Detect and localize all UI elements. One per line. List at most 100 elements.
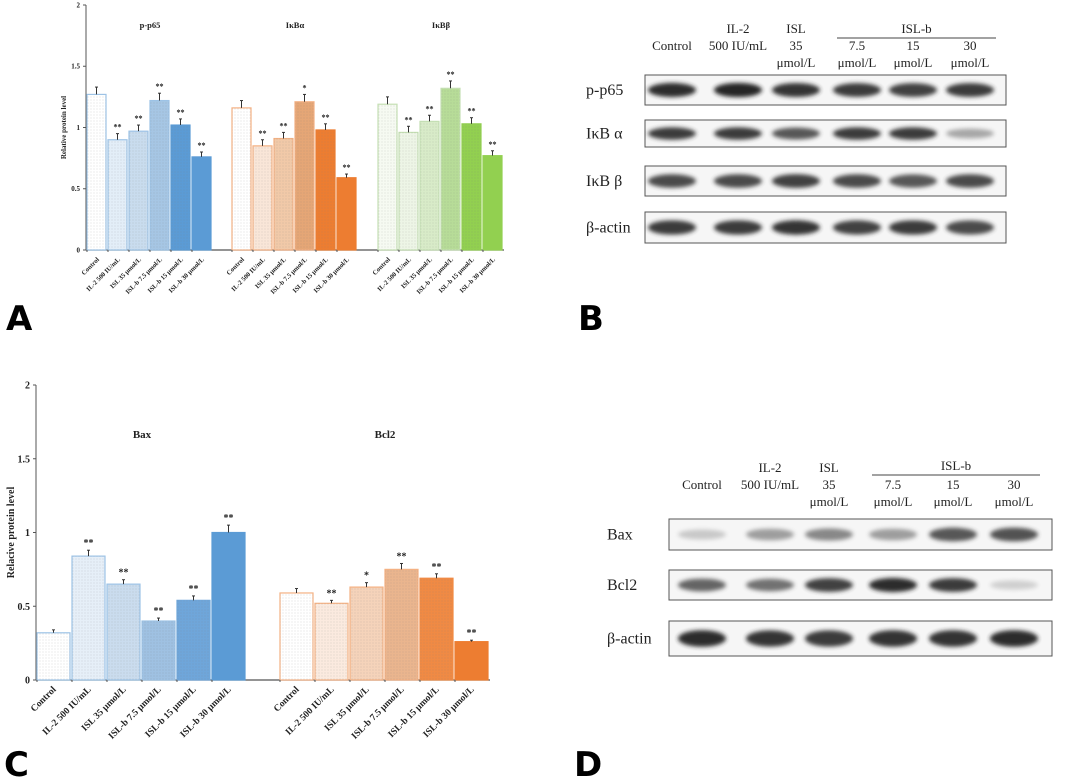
bar-texture xyxy=(378,104,397,250)
protein-band xyxy=(990,630,1038,647)
group-label: ISL-b xyxy=(901,21,931,36)
protein-band xyxy=(805,578,853,592)
blot-row-label: β-actin xyxy=(607,631,652,648)
y-tick-label: 2 xyxy=(77,1,81,9)
bar-texture xyxy=(232,107,251,251)
protein-band xyxy=(648,174,696,188)
chart-c: 0 0.5 1 1.5 2 Relacive protein level Bax Contro… xyxy=(6,381,490,742)
blot-membrane xyxy=(668,518,1053,551)
blot-membrane xyxy=(644,165,1007,197)
significance-label: ** xyxy=(432,562,442,573)
significance-label: ** xyxy=(405,115,413,124)
protein-band xyxy=(746,578,794,592)
protein-band xyxy=(772,127,820,140)
protein-band xyxy=(869,630,917,647)
blot-membrane xyxy=(644,74,1007,106)
y-tick-label: 1 xyxy=(25,528,30,539)
lane-header: Control xyxy=(682,477,722,492)
significance-label: ** xyxy=(224,513,234,524)
blot-membrane xyxy=(668,569,1053,601)
protein-band xyxy=(648,82,696,98)
significance-label: ** xyxy=(259,129,267,138)
significance-label: ** xyxy=(447,70,455,79)
protein-band xyxy=(833,174,881,188)
panel-label-c: C xyxy=(4,745,29,780)
lane-header: 35 xyxy=(823,477,836,492)
protein-band xyxy=(714,220,762,235)
protein-band xyxy=(990,580,1038,590)
category-label: ISL-b 7.5 μmol/L xyxy=(125,256,165,296)
chart-a: 0 0.5 1 1.5 2 Relative protein level p-p65 Cont… xyxy=(60,1,504,296)
protein-band xyxy=(678,529,726,540)
lane-header: μmol/L xyxy=(838,55,877,70)
significance-label: * xyxy=(364,571,369,582)
bar-texture xyxy=(274,138,293,250)
protein-band xyxy=(833,220,881,235)
protein-band xyxy=(833,83,881,97)
bar-texture xyxy=(295,101,314,251)
y-tick-label: 1.5 xyxy=(18,454,31,465)
bar-texture xyxy=(385,569,418,680)
bar-texture xyxy=(441,88,460,250)
significance-label: ** xyxy=(489,140,497,149)
bar-texture xyxy=(37,632,70,680)
bar-texture xyxy=(108,139,127,250)
series-title: Bax xyxy=(133,429,152,441)
protein-band xyxy=(869,528,917,541)
bar-texture xyxy=(177,600,210,680)
y-tick-label: 2 xyxy=(25,381,30,392)
blot-membrane xyxy=(644,119,1007,148)
bar-texture xyxy=(316,129,335,250)
bar-texture xyxy=(72,556,105,680)
series-title: IκBβ xyxy=(432,20,451,30)
protein-band xyxy=(805,528,853,541)
protein-band xyxy=(946,128,994,139)
bar-texture xyxy=(150,100,169,250)
panel-label-a: A xyxy=(6,299,33,339)
protein-band xyxy=(678,578,726,592)
bar-texture xyxy=(399,132,418,250)
protein-band xyxy=(714,127,762,140)
protein-band xyxy=(889,220,937,235)
significance-label: ** xyxy=(154,606,164,617)
y-tick-label: 0.5 xyxy=(71,185,80,193)
bar-texture xyxy=(107,584,140,680)
significance-label: * xyxy=(303,83,307,92)
protein-band xyxy=(746,528,794,541)
lane-header: 500 IU/mL xyxy=(741,477,799,492)
lane-header: 30 xyxy=(964,38,977,53)
lane-header: μmol/L xyxy=(894,55,933,70)
significance-label: ** xyxy=(426,104,434,113)
protein-band xyxy=(990,527,1038,542)
bar-texture xyxy=(315,603,348,680)
protein-band xyxy=(772,83,820,97)
western-blot-d: Control IL-2 500 IU/mL ISL 35 μmol/L 7.5 μmol/L… xyxy=(607,458,1053,657)
protein-band xyxy=(714,174,762,188)
bar-texture xyxy=(253,145,272,250)
panel-label-b: B xyxy=(578,299,604,339)
bar xyxy=(454,641,489,681)
bar-texture xyxy=(280,592,313,680)
protein-band xyxy=(929,578,977,592)
protein-band xyxy=(929,527,977,542)
significance-label: ** xyxy=(156,82,164,91)
lane-header: μmol/L xyxy=(951,55,990,70)
bar-texture xyxy=(87,94,106,250)
lane-header: μmol/L xyxy=(777,55,816,70)
y-axis-label: Relative protein level xyxy=(60,96,68,159)
lane-header: μmol/L xyxy=(934,494,973,509)
lane-header: ISL xyxy=(786,21,806,36)
protein-band xyxy=(772,174,820,188)
bar-texture xyxy=(420,121,439,250)
significance-label: ** xyxy=(397,551,407,562)
lane-header: 7.5 xyxy=(885,477,901,492)
significance-label: ** xyxy=(280,121,288,130)
category-label: Control xyxy=(29,685,59,715)
blot-membrane xyxy=(644,211,1007,244)
protein-band xyxy=(946,83,994,97)
category-label: ISL-b 7.5 μmol/L xyxy=(270,256,310,296)
category-label: Control xyxy=(226,256,247,277)
blot-row-label: p-p65 xyxy=(586,82,623,99)
lane-header: μmol/L xyxy=(810,494,849,509)
